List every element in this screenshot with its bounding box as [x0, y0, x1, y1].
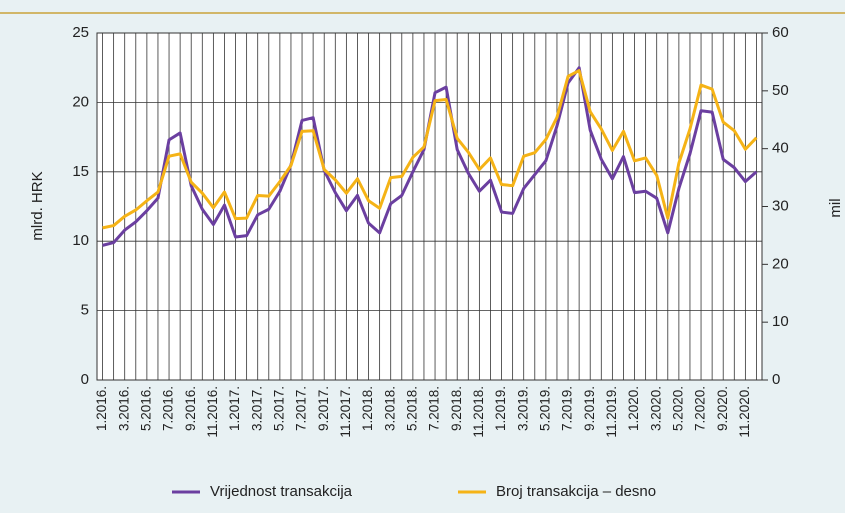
x-tick-label: 7.2017.	[294, 386, 309, 431]
y2-tick-label: 50	[772, 82, 789, 99]
y-tick-label: 0	[81, 371, 89, 388]
y2-axis-title: mil	[827, 198, 844, 217]
x-tick-label: 3.2016.	[116, 386, 131, 431]
x-tick-label: 11.2018.	[471, 386, 486, 438]
y2-tick-label: 60	[772, 24, 789, 41]
x-tick-label: 9.2017.	[316, 386, 331, 431]
y2-tick-label: 20	[772, 255, 789, 272]
x-tick-label: 5.2018.	[404, 386, 419, 431]
x-tick-label: 11.2020.	[737, 386, 752, 438]
x-tick-label: 3.2019.	[515, 386, 530, 431]
x-tick-label: 5.2016.	[138, 386, 153, 431]
y-tick-label: 20	[72, 93, 89, 110]
x-tick-label: 7.2019.	[560, 386, 575, 431]
x-tick-label: 5.2020.	[670, 386, 685, 431]
y-tick-label: 25	[72, 24, 89, 41]
x-tick-label: 3.2018.	[382, 386, 397, 431]
series-line	[102, 69, 758, 230]
x-tick-label: 3.2020.	[648, 386, 663, 431]
x-tick-label: 1.2016.	[94, 386, 109, 431]
y2-tick-label: 30	[772, 197, 789, 214]
plot-frame	[96, 32, 763, 381]
x-tick-label: 1.2020.	[626, 386, 641, 431]
x-tick-label: 11.2016.	[205, 386, 220, 438]
y2-tick-label: 40	[772, 140, 789, 157]
legend-label: Vrijednost transakcija	[210, 483, 353, 500]
legend-label: Broj transakcija – desno	[496, 483, 656, 500]
x-tick-label: 1.2017.	[227, 386, 242, 431]
x-tick-label: 9.2020.	[715, 386, 730, 431]
x-tick-label: 9.2016.	[183, 386, 198, 431]
x-tick-label: 5.2017.	[271, 386, 286, 431]
y-tick-label: 5	[81, 302, 89, 319]
x-tick-label: 9.2018.	[449, 386, 464, 431]
x-tick-label: 9.2019.	[582, 386, 597, 431]
x-tick-label: 5.2019.	[537, 386, 552, 431]
y-axis-title: mlrd. HRK	[29, 171, 46, 240]
x-tick-label: 3.2017.	[249, 386, 264, 431]
y2-tick-label: 0	[772, 371, 780, 388]
plot-area	[97, 33, 762, 380]
y-tick-label: 10	[72, 232, 89, 249]
x-tick-label: 7.2016.	[161, 386, 176, 431]
y-tick-label: 15	[72, 163, 89, 180]
x-tick-label: 1.2018.	[360, 386, 375, 431]
y2-tick-label: 10	[772, 313, 789, 330]
x-tick-label: 11.2019.	[604, 386, 619, 438]
x-tick-label: 7.2018.	[427, 386, 442, 431]
x-tick-label: 7.2020.	[693, 386, 708, 431]
x-tick-label: 1.2019.	[493, 386, 508, 431]
x-tick-label: 11.2017.	[338, 386, 353, 438]
